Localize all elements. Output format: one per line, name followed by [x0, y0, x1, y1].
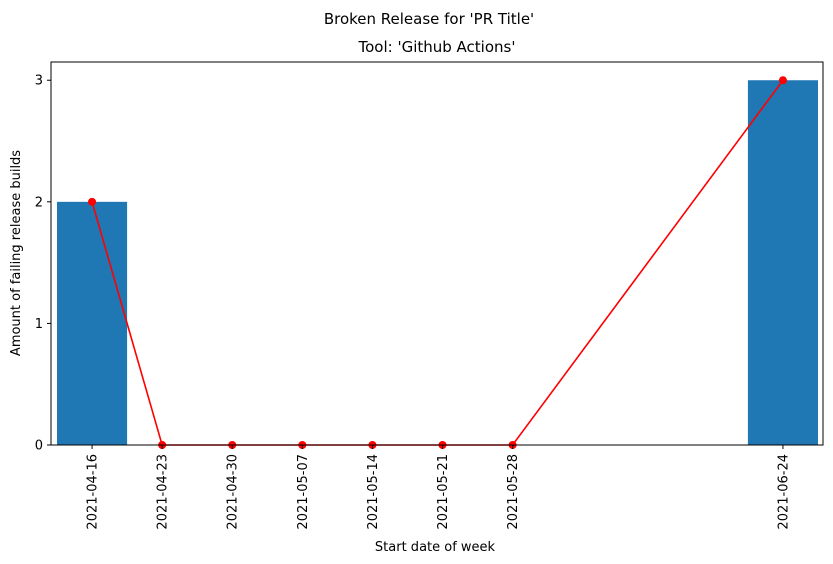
line-series [88, 76, 787, 449]
bar [57, 201, 128, 445]
y-axis-label: Amount of failing release builds [9, 150, 24, 356]
y-tick-label: 1 [35, 317, 43, 332]
x-tick-label: 2021-05-28 [506, 454, 521, 530]
y-tick-label: 0 [35, 439, 43, 454]
bar [747, 80, 818, 445]
y-axis: 0 1 2 3 [35, 74, 51, 454]
x-tick-label: 2021-04-16 [86, 454, 101, 530]
x-axis: 2021-04-16 2021-04-23 2021-04-30 2021-05-07… [86, 445, 791, 530]
x-tick-label: 2021-05-21 [436, 454, 451, 530]
x-tick-label: 2021-06-24 [776, 454, 791, 530]
x-tick-label: 2021-04-23 [156, 454, 171, 530]
bar-group [57, 80, 818, 445]
y-tick-label: 3 [35, 74, 43, 89]
chart-title: Broken Release for 'PR Title' [324, 10, 534, 28]
x-tick-label: 2021-05-14 [366, 454, 381, 530]
data-point [88, 197, 97, 206]
x-tick-label: 2021-05-07 [296, 454, 311, 530]
x-tick-label: 2021-04-30 [226, 454, 241, 530]
plot-frame [50, 61, 824, 446]
y-tick-label: 2 [35, 195, 43, 210]
series-line [91, 79, 784, 446]
data-point [778, 76, 787, 85]
chart-subtitle: Tool: 'Github Actions' [358, 38, 516, 56]
x-axis-label: Start date of week [375, 540, 496, 555]
